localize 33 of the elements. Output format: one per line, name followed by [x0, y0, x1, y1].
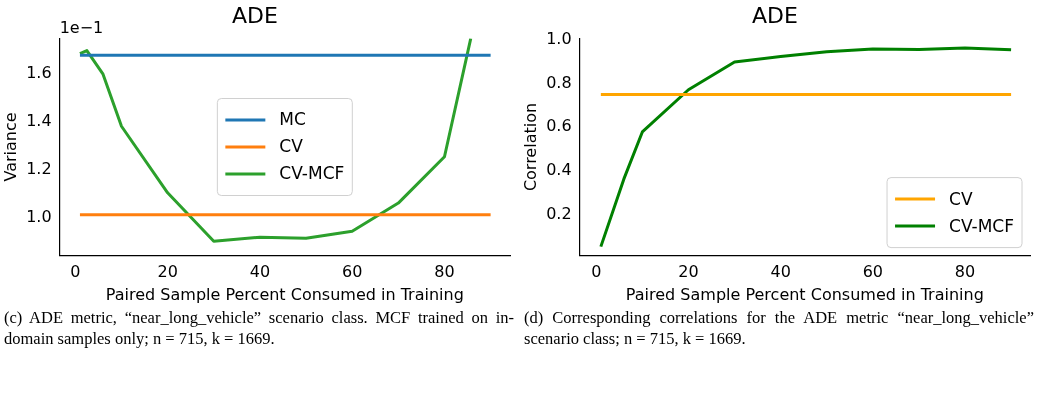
- y-axis-title: Correlation: [520, 102, 540, 192]
- text: 1e−1: [59, 17, 104, 37]
- x-tick-label: 0: [70, 262, 81, 282]
- y-tick-label: 1.4: [26, 111, 52, 131]
- chart-title: ADE: [232, 2, 278, 28]
- y-tick-label: 0.2: [546, 203, 572, 223]
- x-tick-label: 60: [862, 262, 883, 282]
- x-tick-label: 80: [954, 262, 976, 282]
- x-tick-label: 40: [770, 262, 791, 282]
- y-tick-label: 0.6: [546, 116, 572, 136]
- legend-label: CV: [279, 136, 304, 157]
- y-tick-label: 0.8: [546, 72, 572, 92]
- x-tick-label: 0: [591, 262, 602, 282]
- y-tick-label: 1.0: [546, 29, 572, 49]
- chart-title: ADE: [752, 2, 798, 28]
- y-tick-label: 0.4: [546, 160, 572, 180]
- x-tick-label: 60: [342, 262, 363, 282]
- x-axis-title: Paired Sample Percent Consumed in Training: [105, 284, 464, 304]
- x-axis-title: Paired Sample Percent Consumed in Training: [625, 284, 984, 304]
- x-tick-label: 40: [249, 262, 271, 282]
- text: (d) Corresponding correlations for the ADE metric “near_long_vehicle” scenario class; n = 715, k = 1669.: [523, 307, 1035, 349]
- y-axis-title: Variance: [0, 112, 20, 182]
- x-tick-label: 20: [678, 262, 699, 282]
- legend-label: CV-MCF: [279, 163, 345, 184]
- legend-label: CV: [949, 188, 973, 209]
- y-tick-label: 1.2: [26, 158, 52, 178]
- x-tick-label: 80: [434, 262, 455, 282]
- legend-label: CV-MCF: [949, 215, 1015, 236]
- legend-label: MC: [279, 109, 306, 130]
- x-tick-label: 20: [157, 262, 178, 282]
- y-tick-label: 1.0: [26, 206, 52, 226]
- text: (c) ADE metric, “near_long_vehicle” scenario class. MCF trained on in-domain samples only; n = 715, k = 1669.: [3, 307, 515, 349]
- y-tick-label: 1.6: [26, 63, 52, 83]
